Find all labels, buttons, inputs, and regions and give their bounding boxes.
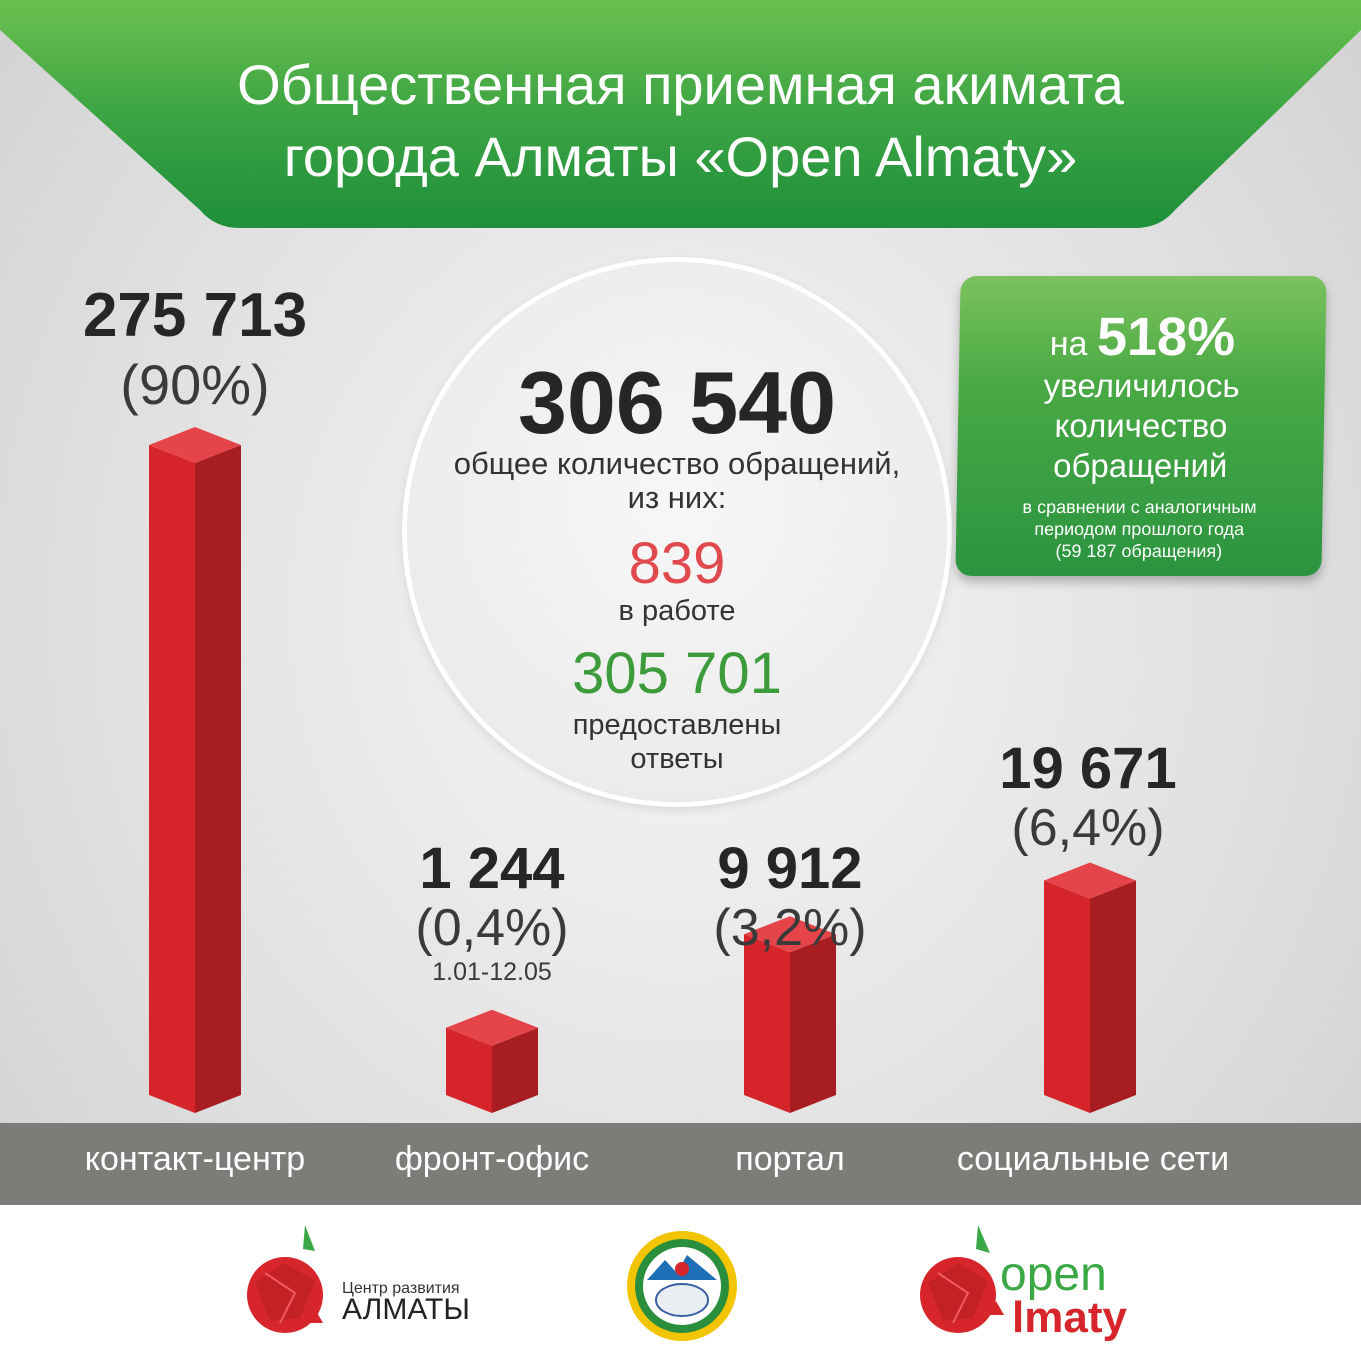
bar-face-right (492, 1027, 538, 1113)
bar-percent-portal: (3,2%) (713, 899, 867, 957)
growth-headline: на 518% (959, 306, 1326, 368)
bar-social (1044, 862, 1136, 1113)
bar-face-left (744, 934, 790, 1113)
open-almaty-logo-icon (920, 1225, 1004, 1333)
bar-face-left (446, 1027, 492, 1113)
development-center-logo-line1: Центр развития (342, 1280, 460, 1297)
bar-percent-front-office: (0,4%) (415, 899, 569, 957)
bar-percent-contact-center: (90%) (120, 353, 270, 416)
total-circle: 306 540 общее количество обращений, из н… (407, 262, 947, 802)
growth-text-line1: увеличилось (1043, 367, 1240, 404)
in-work-value: 839 (628, 531, 726, 596)
answered-label: предоставлены ответы (407, 708, 947, 776)
growth-percent: 518% (1096, 307, 1236, 367)
development-center-logo-line2: АЛМАТЫ (342, 1293, 470, 1326)
answered-label-line2: ответы (630, 743, 724, 775)
bar-face-top (149, 427, 241, 463)
bar-portal (744, 916, 836, 1113)
total-label-line2: из них: (627, 480, 727, 515)
in-work-label: в работе (618, 595, 736, 627)
category-label-contact-center: контакт-центр (84, 1140, 306, 1178)
almaty-emblem-icon (627, 1231, 737, 1341)
bar-value-front-office: 1 244 (419, 836, 565, 901)
bar-value-contact-center: 275 713 (82, 281, 308, 350)
category-band (0, 1123, 1361, 1205)
growth-note: в сравнении с аналогичным периодом прошл… (956, 496, 1323, 562)
growth-text: увеличилось количество обращений (957, 366, 1325, 486)
growth-text-line3: обращений (1052, 447, 1228, 484)
total-value: 306 540 (517, 353, 837, 452)
bar-note-front-office: 1.01-12.05 (432, 958, 552, 986)
header-banner-shape (0, 0, 1361, 228)
category-label-portal: портал (735, 1140, 845, 1178)
page-title-line2: города Алматы «Open Almaty» (283, 125, 1078, 188)
development-center-logo-icon (247, 1225, 323, 1333)
growth-callout: на 518% увеличилось количество обращений… (955, 276, 1327, 576)
bar-percent-social: (6,4%) (1011, 799, 1165, 857)
footer: Центр развития АЛМАТЫ open lmaty (0, 1205, 1361, 1361)
answered-label-line1: предоставлены (572, 709, 782, 741)
bar-face-top (446, 1009, 538, 1046)
answered-value: 305 701 (572, 641, 782, 706)
open-almaty-logo-line2: lmaty (1012, 1293, 1127, 1342)
category-label-social: социальные сети (956, 1140, 1230, 1178)
bar-face-left (149, 445, 195, 1113)
bar-value-social: 19 671 (999, 736, 1177, 801)
bar-front-office (446, 1009, 538, 1113)
bar-face-right (195, 445, 241, 1113)
bar-face-left (1044, 880, 1090, 1113)
total-label: общее количество обращений, из них: (407, 447, 947, 515)
bar-chart (149, 427, 1136, 1113)
bar-face-top (744, 916, 836, 953)
bar-contact-center (149, 427, 241, 1113)
bar-face-right (790, 934, 836, 1113)
total-label-line1: общее количество обращений, (453, 446, 901, 481)
growth-prefix: на (1049, 325, 1088, 363)
growth-text-line2: количество (1054, 407, 1228, 444)
growth-note-line2: периодом прошлого года (1034, 519, 1245, 539)
category-label-front-office: фронт-офис (394, 1140, 590, 1178)
bar-face-right (1090, 880, 1136, 1113)
growth-note-line3: (59 187 обращения) (1055, 541, 1223, 561)
open-almaty-logo-line1: open (1000, 1248, 1107, 1301)
growth-note-line1: в сравнении с аналогичным (1022, 497, 1257, 517)
bar-value-portal: 9 912 (717, 836, 863, 901)
header-banner: Общественная приемная акимата города Алм… (0, 0, 1361, 230)
page-title-line1: Общественная приемная акимата (237, 53, 1124, 116)
bar-face-top (1044, 862, 1136, 899)
